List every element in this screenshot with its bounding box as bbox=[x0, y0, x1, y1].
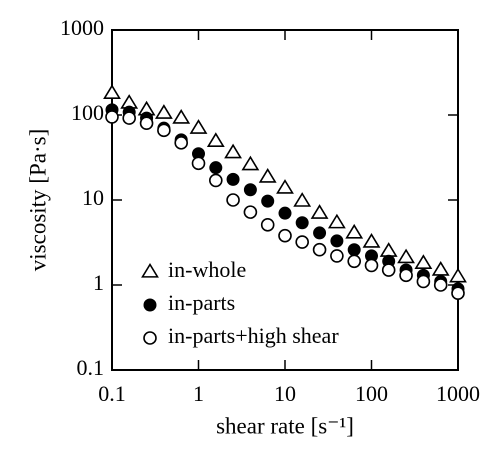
legend-label: in-parts bbox=[168, 290, 235, 315]
data-point bbox=[295, 235, 309, 249]
data-point bbox=[157, 123, 171, 138]
data-point bbox=[397, 248, 415, 264]
data-point bbox=[347, 243, 361, 257]
data-point bbox=[347, 254, 362, 269]
x-tick-label: 100 bbox=[355, 381, 388, 406]
legend-symbol bbox=[143, 331, 157, 345]
data-point bbox=[313, 226, 327, 240]
legend-label: in-parts+high shear bbox=[168, 323, 339, 348]
data-point bbox=[260, 218, 275, 232]
y-tick-label: 0.1 bbox=[77, 355, 105, 380]
data-point bbox=[416, 274, 431, 289]
data-point bbox=[241, 155, 260, 171]
data-point bbox=[278, 206, 292, 220]
y-tick-label: 1 bbox=[93, 270, 104, 295]
data-point bbox=[414, 254, 433, 269]
data-point bbox=[172, 109, 191, 124]
data-point bbox=[206, 132, 225, 148]
data-point bbox=[278, 228, 292, 243]
y-axis-label: viscosity [Pa·s] bbox=[25, 129, 50, 271]
data-point bbox=[209, 173, 223, 188]
data-point bbox=[105, 110, 119, 124]
x-axis-label: shear rate [s⁻¹] bbox=[216, 413, 354, 438]
plot-frame bbox=[111, 29, 459, 371]
data-point bbox=[364, 258, 379, 273]
data-point bbox=[139, 116, 154, 131]
data-point bbox=[293, 192, 312, 207]
legend-symbol bbox=[143, 298, 157, 312]
y-tick-label: 10 bbox=[82, 185, 104, 210]
data-point bbox=[330, 249, 344, 263]
data-point bbox=[276, 179, 294, 194]
data-point bbox=[312, 242, 327, 257]
x-tick-label: 1000 bbox=[436, 381, 480, 406]
y-tick-label: 1000 bbox=[60, 15, 104, 40]
x-tick-label: 1 bbox=[193, 381, 204, 406]
data-point bbox=[258, 168, 277, 183]
legend-label: in-whole bbox=[168, 257, 246, 282]
data-point bbox=[310, 204, 329, 219]
data-point bbox=[431, 260, 450, 276]
data-point bbox=[226, 172, 240, 186]
x-tick-label: 10 bbox=[274, 381, 296, 406]
data-point bbox=[330, 234, 344, 248]
data-point bbox=[243, 205, 258, 219]
data-point bbox=[226, 193, 240, 207]
data-point bbox=[243, 183, 257, 197]
data-point bbox=[224, 143, 242, 159]
data-point bbox=[362, 233, 381, 248]
x-tick-label: 0.1 bbox=[98, 381, 126, 406]
legend-symbol bbox=[141, 262, 159, 278]
data-point bbox=[189, 119, 208, 134]
data-point bbox=[191, 156, 206, 171]
data-point bbox=[433, 278, 448, 292]
data-point bbox=[399, 268, 413, 283]
data-point bbox=[295, 216, 309, 230]
data-point bbox=[154, 104, 173, 119]
data-point bbox=[381, 263, 396, 277]
data-point bbox=[122, 111, 136, 125]
data-point bbox=[327, 213, 346, 229]
data-point bbox=[103, 84, 121, 99]
data-point bbox=[261, 194, 275, 208]
data-point bbox=[449, 267, 467, 283]
data-point bbox=[379, 242, 398, 257]
data-point bbox=[174, 136, 189, 150]
data-point bbox=[451, 286, 465, 301]
data-point bbox=[209, 161, 223, 175]
data-point bbox=[345, 223, 364, 239]
y-tick-label: 100 bbox=[71, 100, 104, 125]
